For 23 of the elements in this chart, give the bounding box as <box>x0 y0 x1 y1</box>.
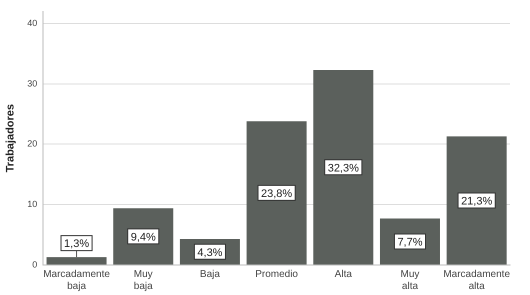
x-tick-label: Marcadamente baja <box>43 268 110 292</box>
x-tick-label: Baja <box>200 268 220 280</box>
x-tick-label: Muy baja <box>134 268 154 292</box>
x-tick-label: Marcadamente alta <box>443 268 510 292</box>
y-tick-label: 40 <box>27 18 38 28</box>
bar <box>313 70 374 264</box>
y-tick-label: 0 <box>32 259 38 270</box>
bar <box>446 136 507 264</box>
data-label: 1,3% <box>64 238 90 250</box>
x-tick-label: Alta <box>334 268 352 280</box>
data-label: 9,4% <box>130 231 156 244</box>
y-tick-label: 30 <box>27 78 38 88</box>
data-label: 23,8% <box>261 188 292 200</box>
data-label: 4,3% <box>197 246 223 259</box>
y-tick-label: 10 <box>27 199 38 210</box>
x-tick-label: Muy alta <box>400 268 420 292</box>
y-tick-label: 20 <box>27 138 38 149</box>
data-label: 7,7% <box>397 236 423 249</box>
bar <box>246 121 307 264</box>
data-label: 21,3% <box>461 195 492 208</box>
y-axis-title: Trabajadores <box>4 104 17 172</box>
data-label: 32,3% <box>328 162 360 174</box>
x-tick-label: Promedio <box>255 268 298 280</box>
